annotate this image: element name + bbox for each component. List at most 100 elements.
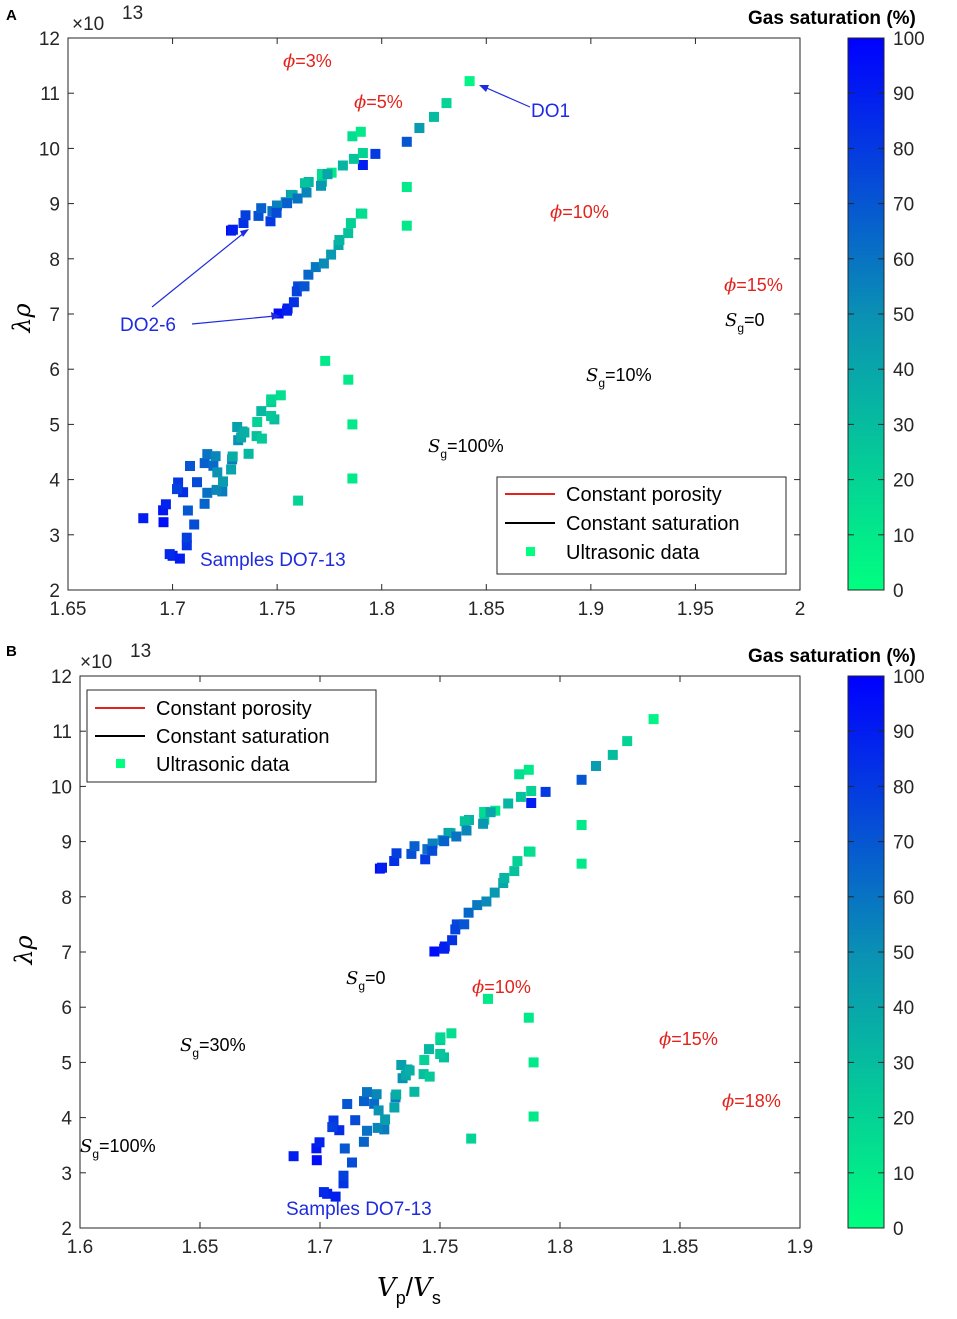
x-tick-label: 1.75 <box>259 599 296 620</box>
data-point <box>424 1044 434 1055</box>
data-point <box>266 394 277 405</box>
data-point <box>451 831 462 842</box>
phi18-label-b: ϕ=18% <box>722 1091 781 1112</box>
data-point <box>322 169 333 180</box>
data-point <box>503 798 514 809</box>
data-point <box>253 210 264 221</box>
x-tick-label: 1.6 <box>67 1237 93 1258</box>
data-point <box>396 1060 407 1070</box>
data-point <box>509 866 520 877</box>
data-point <box>362 1125 372 1136</box>
data-point <box>266 411 277 421</box>
data-point <box>338 1170 349 1181</box>
do26-arrow-2 <box>191 315 276 325</box>
data-point <box>189 519 200 530</box>
data-point <box>314 1137 325 1148</box>
y-tick-label: 5 <box>61 1053 72 1074</box>
data-point <box>212 467 223 478</box>
data-point <box>164 549 175 560</box>
colorbar-tick-label: 100 <box>893 29 925 50</box>
x-tick-label: 1.65 <box>50 599 87 620</box>
x-tick-label: 1.75 <box>422 1237 459 1258</box>
colorbar-tick-label: 90 <box>893 722 914 743</box>
data-point <box>439 943 450 954</box>
data-point <box>310 262 321 273</box>
data-point <box>347 419 358 430</box>
data-point <box>316 180 326 191</box>
data-point <box>359 1096 369 1107</box>
sg10-label-a: Sg=10% <box>586 365 652 390</box>
data-point <box>202 487 213 498</box>
data-point <box>342 1099 353 1109</box>
data-point <box>357 160 368 170</box>
data-point <box>334 1125 345 1136</box>
data-point <box>348 153 359 164</box>
exponent-power-b: 13 <box>130 641 151 662</box>
data-point <box>439 836 450 847</box>
data-point <box>172 484 182 495</box>
sg0-label-b: Sg=0 <box>346 968 386 993</box>
data-point <box>328 1115 339 1126</box>
exponent-base-b: ×10 <box>80 652 112 673</box>
data-point <box>427 838 438 849</box>
colorbar-tick-label: 60 <box>893 888 914 909</box>
colorbar-tick-label: 90 <box>893 84 914 105</box>
legend-saturation-b: Constant saturation <box>156 726 329 748</box>
do1-label: DO1 <box>531 101 570 122</box>
phi5-label: ϕ=5% <box>354 92 403 113</box>
colorbar-title-b: Gas saturation (%) <box>748 646 916 667</box>
data-point <box>540 786 551 797</box>
x-tick-label: 1.95 <box>677 599 714 620</box>
annotations-a: ϕ=3% ϕ=5% ϕ=10% ϕ=15% Sg=0 Sg=10% Sg=100… <box>120 51 783 571</box>
data-point <box>243 448 254 459</box>
data-point <box>418 1069 429 1080</box>
data-point <box>481 896 492 907</box>
data-point <box>427 845 438 856</box>
exponent-power-a: 13 <box>122 3 143 24</box>
data-point <box>429 946 440 957</box>
data-point <box>208 460 219 471</box>
data-point <box>288 297 299 308</box>
y-exponent-a: ×10 13 <box>72 3 143 35</box>
y-tick-label: 2 <box>61 1219 72 1240</box>
data-point <box>217 486 228 497</box>
data-point <box>158 517 169 528</box>
data-point <box>252 417 263 427</box>
data-point <box>265 216 276 227</box>
do1-arrow <box>481 85 531 108</box>
y-tick-label: 9 <box>49 195 60 216</box>
legend-data-a: Ultrasonic data <box>566 542 700 564</box>
data-point <box>379 1124 390 1135</box>
data-point <box>450 924 461 935</box>
data-point <box>389 1102 400 1113</box>
colorbar-tick-label: 20 <box>893 1109 914 1130</box>
data-point <box>373 1105 384 1116</box>
data-point <box>226 464 237 475</box>
legend-porosity-b: Constant porosity <box>156 698 312 720</box>
annotations-b: Sg=0 ϕ=10% Sg=30% ϕ=15% ϕ=18% Sg=100% Sa… <box>80 968 781 1220</box>
legend-data-b: Ultrasonic data <box>156 754 290 776</box>
data-point <box>464 76 475 87</box>
data-point <box>483 993 493 1004</box>
samples-label-b: Samples DO7-13 <box>286 1199 432 1220</box>
scatter-points-b <box>288 714 659 1202</box>
colorbar-tick-label: 30 <box>893 415 914 436</box>
colorbar-tick-label: 70 <box>893 195 914 216</box>
samples-label-a: Samples DO7-13 <box>200 550 346 571</box>
data-point <box>282 305 292 316</box>
data-point <box>303 269 314 280</box>
data-point <box>337 160 348 171</box>
data-point <box>338 1178 349 1189</box>
y-tick-label: 5 <box>49 415 60 436</box>
data-point <box>199 458 210 469</box>
data-point <box>227 451 238 462</box>
data-point <box>607 749 618 760</box>
data-point <box>192 477 202 488</box>
data-point <box>271 207 282 218</box>
y-tick-label: 7 <box>49 305 60 326</box>
data-point <box>478 818 489 829</box>
data-point <box>238 218 249 228</box>
colorbar-tick-label: 30 <box>893 1053 914 1074</box>
data-point <box>435 1049 446 1059</box>
